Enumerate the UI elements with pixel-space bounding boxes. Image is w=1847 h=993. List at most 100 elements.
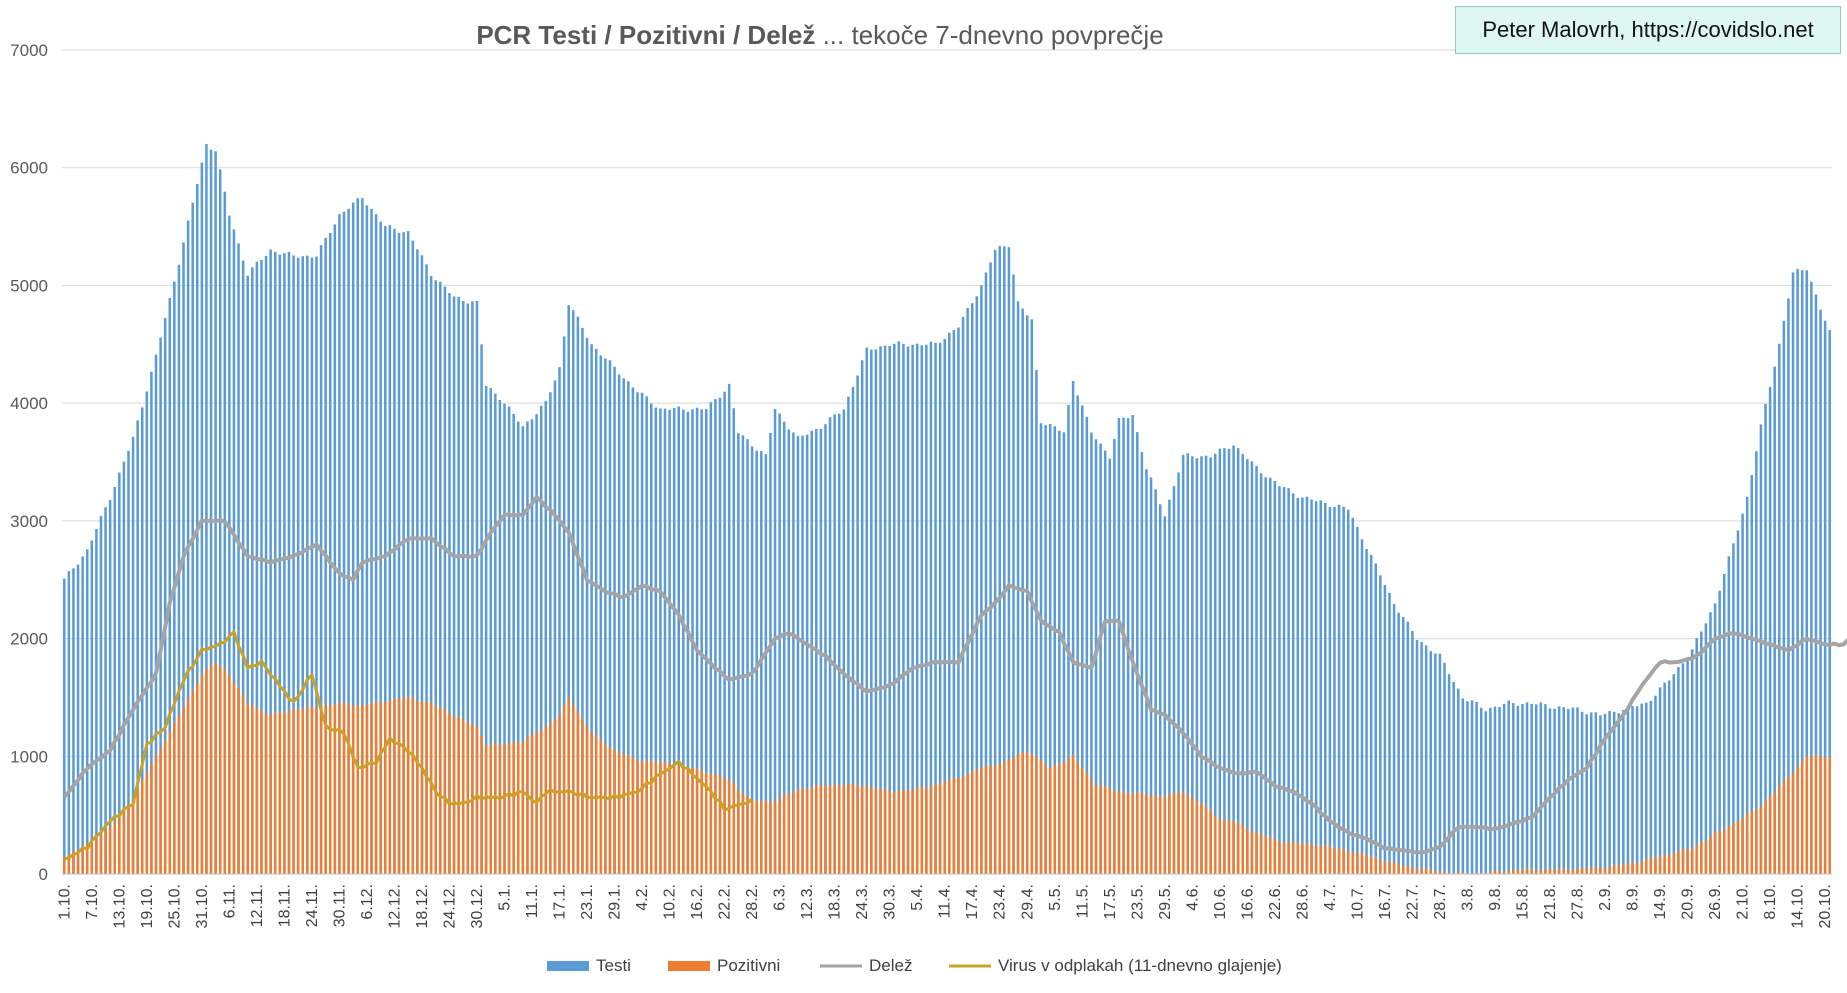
bar-testi [975,296,979,874]
bar-testi [925,344,928,875]
bar-pozitivni [241,694,245,874]
bar-pozitivni [1823,757,1827,874]
x-axis-ticks: 1.10. 7.10. 13.10. 19.10. 25.10. 31.10. 6.11. 1… [56,884,1834,928]
bar-testi [1649,700,1653,874]
bar-testi [599,355,603,874]
bar-testi [1819,309,1822,874]
bar-testi [1264,477,1267,874]
x-tick-label: 18.12. [414,884,431,928]
bar-pozitivni [1007,759,1011,874]
bar-testi [1764,403,1767,874]
y-tick-2000: 2000 [10,630,48,649]
bar-testi [1392,604,1396,874]
bar-testi [1667,680,1671,874]
bar-testi [860,360,864,874]
bar-testi [1672,674,1676,874]
bar-pozitivni [1103,786,1107,874]
bar-testi [1319,500,1322,874]
bar-pozitivni [1136,792,1139,874]
bar-testi [517,421,520,874]
bar-pozitivni [773,802,777,874]
x-tick-label: 26.9. [1707,884,1724,920]
bar-testi [1007,247,1011,874]
bar-testi [1131,415,1134,874]
bar-pozitivni [970,771,974,874]
bar-testi [544,401,548,874]
x-tick-label: 24.3. [854,884,871,920]
bar-pozitivni [750,800,754,874]
bar-testi [553,380,557,874]
bar-testi [943,338,946,874]
bar-pozitivni [1580,867,1584,874]
bar-pozitivni [173,722,176,874]
bar-testi [292,255,295,874]
bar-testi [241,260,245,874]
bar-pozitivni [989,765,992,874]
bar-testi [136,420,139,874]
bar-pozitivni [1154,795,1157,874]
bar-pozitivni [1635,862,1639,874]
bar-pozitivni [269,714,272,874]
x-tick-label: 11.1. [524,884,541,918]
bar-pozitivni [1113,790,1116,874]
bar-pozitivni [837,785,841,874]
bar-testi [1745,496,1749,874]
bar-pozitivni [608,747,612,874]
bar-testi [1521,704,1524,874]
bar-testi [264,255,268,874]
bar-testi [287,251,291,874]
bar-testi [769,432,772,874]
bar-pozitivni [1365,855,1368,874]
bar-pozitivni [636,760,639,874]
y-tick-0: 0 [39,865,48,884]
bar-testi [782,421,786,874]
bar-pozitivni [1530,868,1533,874]
bar-pozitivni [851,783,855,874]
bar-testi [723,391,726,874]
bar-testi [1704,623,1708,874]
x-tick-label: 14.9. [1652,884,1669,920]
bar-testi [72,568,75,874]
bar-testi [1081,405,1084,874]
bar-pozitivni [1090,779,1093,874]
bar-testi [1328,507,1332,874]
bar-pozitivni [1479,872,1483,874]
x-tick-label: 23.4. [992,884,1009,920]
credit-box: Peter Malovrh, https://covidslo.net [1455,6,1841,54]
bar-pozitivni [1232,821,1235,874]
bar-testi [1479,707,1483,874]
bar-pozitivni [150,764,153,874]
bar-pozitivni [1044,764,1047,874]
bar-pozitivni [906,790,910,874]
bar-testi [1805,270,1809,874]
bar-testi [1246,459,1249,874]
legend-label-virus: Virus v odplakah (11-dnevno glajenje) [998,956,1282,975]
bar-pozitivni [85,843,89,874]
bar-testi [223,191,227,875]
bar-testi [902,343,905,874]
bar-testi [645,396,648,874]
bar-pozitivni [1108,788,1112,874]
bar-testi [1759,424,1763,874]
bar-pozitivni [1672,853,1676,874]
x-tick-label: 17.4. [964,884,981,920]
bar-testi [879,346,882,874]
bar-pozitivni [1585,868,1588,874]
x-tick-label: 11.5. [1074,884,1091,918]
bar-pozitivni [1117,791,1121,874]
bar-pozitivni [562,704,566,874]
x-tick-label: 6.11. [221,884,238,918]
bar-pozitivni [1750,810,1754,874]
bar-pozitivni [1204,805,1208,874]
bar-testi [1663,682,1666,874]
bar-testi [1736,530,1740,874]
bar-pozitivni [1645,858,1648,874]
bar-testi [1172,486,1176,874]
bar-testi [1420,641,1423,874]
bar-pozitivni [81,846,84,874]
bar-pozitivni [283,712,286,874]
bar-pozitivni [1145,794,1148,874]
bar-testi [1658,687,1662,874]
bar-pozitivni [1502,872,1506,874]
bar-testi [333,224,337,874]
